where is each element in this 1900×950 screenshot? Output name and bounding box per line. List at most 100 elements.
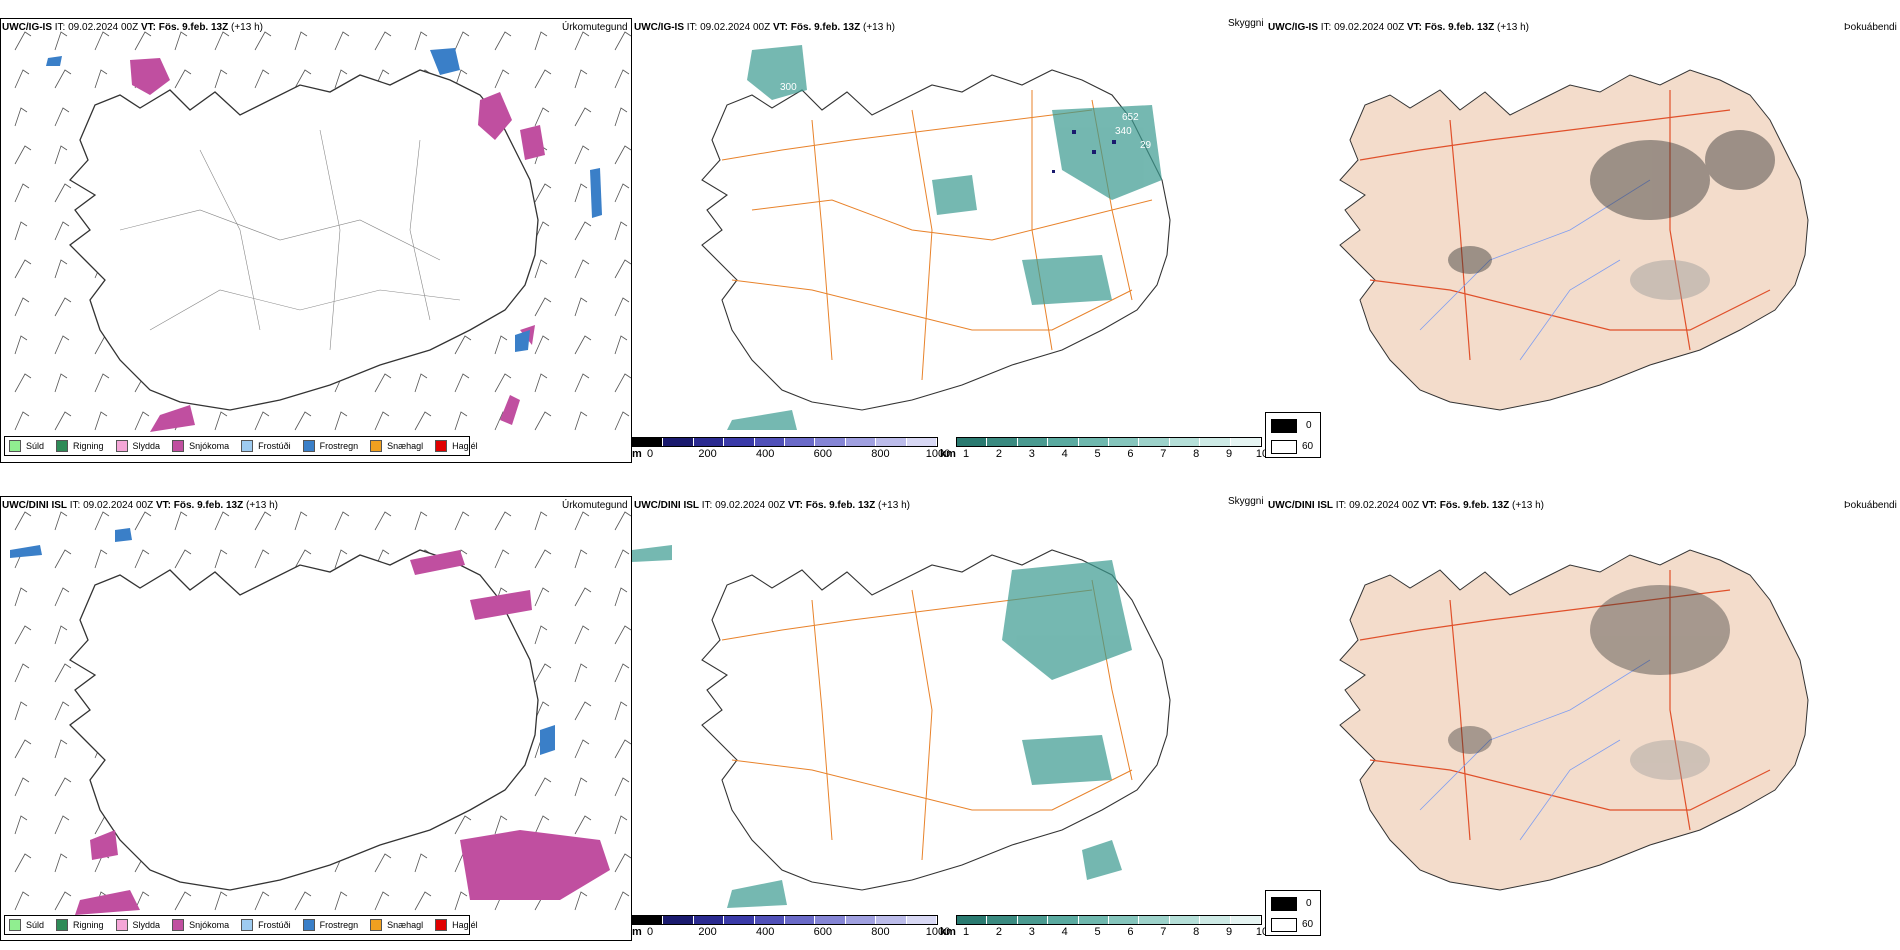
wind-barb — [574, 107, 592, 127]
colorbar-swatch — [1109, 438, 1140, 446]
row2-fog-map — [1339, 549, 1809, 891]
iceland-outline — [68, 549, 539, 891]
legend-item: Snjókoma — [172, 440, 229, 452]
wind-barb — [614, 373, 632, 393]
colorbar-swatch — [663, 438, 694, 446]
low-ceiling-dots — [1052, 130, 1116, 173]
colorbar-tick-label: 800 — [871, 448, 890, 460]
row2-fog-title: Þokuábendi — [1844, 500, 1897, 511]
wind-barb — [374, 373, 392, 393]
wind-barb — [14, 815, 28, 835]
colorbar-swatch — [693, 916, 725, 924]
row2-precip-title: Úrkomutegund — [562, 500, 628, 511]
value-labels: 54 — [1052, 692, 1064, 703]
wind-barb — [54, 549, 72, 569]
fog-areas — [1448, 585, 1730, 780]
colorbar-swatch — [1200, 438, 1231, 446]
colorbar-swatch — [1139, 916, 1170, 924]
colorbar-swatch — [633, 438, 664, 446]
colorbar-tick-label: 5 — [1094, 448, 1101, 460]
wind-barb — [574, 145, 590, 165]
wind-barb — [134, 891, 150, 911]
legend-item: Slydda — [115, 440, 160, 452]
wind-barb — [94, 411, 108, 431]
colorbar-tick-label: 1000 — [925, 926, 951, 938]
legend-item: Frostregn — [302, 919, 358, 931]
colorbar-tick-label: 2 — [995, 926, 1002, 938]
colorbar-tick-label: 9 — [1226, 926, 1233, 938]
colorbar-tick-label: 800 — [871, 926, 890, 938]
wind-barb — [294, 31, 308, 51]
wind-barb — [534, 815, 550, 835]
wind-barb — [534, 625, 548, 645]
colorbar-tick-label: 2 — [995, 448, 1002, 460]
wind-barb — [614, 145, 632, 165]
legend-item: Rigning — [56, 919, 104, 931]
wind-barb — [614, 69, 630, 89]
row1-unit-km: km — [940, 448, 956, 460]
colorbar-swatch — [906, 438, 938, 446]
model-name: UWC/IG-IS — [2, 22, 52, 33]
svg-text:29: 29 — [1140, 140, 1152, 151]
wind-barb — [574, 335, 592, 355]
wind-barb — [14, 373, 32, 393]
wind-barb — [454, 373, 470, 393]
wind-barb — [174, 69, 192, 89]
wind-barb — [534, 373, 548, 393]
wind-barb — [494, 511, 512, 531]
wind-barb — [254, 549, 270, 569]
wind-barb — [134, 511, 152, 531]
row2-unit-m: m — [632, 926, 642, 938]
legend-item: Súld — [9, 919, 44, 931]
row1-colorbar-km — [956, 437, 1262, 447]
wind-barb — [94, 31, 110, 51]
legend-item: Rigning — [56, 440, 104, 452]
row1-vis-header: UWC/IG-IS IT: 09.02.2024 00Z VT: Fös. 9.… — [634, 22, 895, 33]
wind-barb — [174, 31, 188, 51]
wind-barb — [534, 549, 552, 569]
colorbar-tick-label: 6 — [1127, 926, 1134, 938]
colorbar-tick-label: 3 — [1028, 448, 1035, 460]
wind-barb — [494, 69, 510, 89]
wind-barb — [534, 259, 548, 279]
wind-barb — [94, 69, 108, 89]
wind-barb — [574, 221, 592, 241]
wind-barb — [294, 411, 312, 431]
colorbar-swatch — [1048, 438, 1079, 446]
legend-item: Snjókoma — [172, 919, 229, 931]
wind-barb — [614, 625, 632, 645]
wind-barb — [614, 853, 632, 873]
wind-barb — [374, 891, 390, 911]
wind-barb — [54, 335, 70, 355]
wind-barb — [374, 411, 390, 431]
colorbar-tick-label: 7 — [1160, 926, 1167, 938]
colorbar-swatch — [663, 916, 694, 924]
wind-barb — [54, 777, 72, 797]
wind-barb — [414, 853, 428, 873]
colorbar-swatch — [724, 438, 755, 446]
legend-item: Frostúði — [241, 919, 291, 931]
row2-fog-header: UWC/DINI ISL IT: 09.02.2024 00Z VT: Fös.… — [1268, 500, 1544, 511]
legend-item: Haglél — [435, 919, 478, 931]
wind-barb — [294, 69, 312, 89]
wind-barb — [214, 511, 230, 531]
row1-precip-title: Úrkomutegund — [562, 22, 628, 33]
wind-barb — [54, 259, 68, 279]
wind-barb — [14, 511, 32, 531]
iceland-outline — [1339, 69, 1809, 411]
colorbar-tick-label: 4 — [1061, 926, 1068, 938]
colorbar-swatch — [906, 916, 938, 924]
colorbar-swatch — [754, 438, 786, 446]
wind-barb — [614, 511, 632, 531]
rivers — [1419, 179, 1651, 361]
wind-barb — [574, 625, 590, 645]
iceland-outline — [1339, 549, 1809, 891]
colorbar-swatch — [815, 438, 846, 446]
legend-item: Snæhagl — [370, 919, 423, 931]
colorbar-swatch — [957, 438, 988, 446]
svg-text:652: 652 — [1122, 112, 1139, 123]
wind-barb — [574, 815, 592, 835]
colorbar-swatch — [1048, 916, 1079, 924]
colorbar-tick-label: 7 — [1160, 448, 1167, 460]
colorbar-tick-label: 3 — [1028, 926, 1035, 938]
